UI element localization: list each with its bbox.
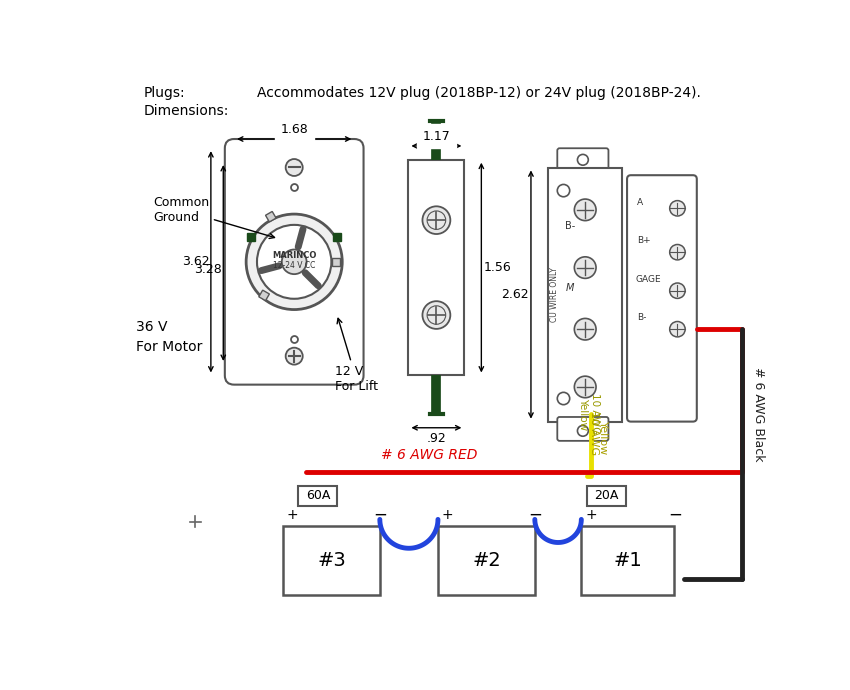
Text: +: +: [585, 509, 597, 522]
Text: # 6 AWG Black: # 6 AWG Black: [751, 366, 765, 461]
Bar: [581, 526, 674, 595]
Text: Common
Ground: Common Ground: [153, 196, 275, 239]
Text: Accommodates 12V plug (2018BP-12) or 24V plug (2018BP-24).: Accommodates 12V plug (2018BP-12) or 24V…: [258, 86, 701, 99]
Bar: [409, 160, 464, 375]
Text: #1: #1: [614, 551, 643, 570]
Text: 10 AWG
Yellow: 10 AWG Yellow: [578, 393, 600, 435]
Circle shape: [246, 214, 343, 310]
Bar: [258, 290, 269, 301]
Text: −: −: [529, 505, 542, 524]
Text: MARINCO: MARINCO: [272, 251, 316, 260]
Text: CU WIRE ONLY: CU WIRE ONLY: [550, 267, 558, 322]
Bar: [283, 526, 380, 595]
Text: 1.56: 1.56: [484, 261, 512, 274]
Circle shape: [575, 257, 596, 278]
Circle shape: [575, 199, 596, 221]
Text: Plugs:: Plugs:: [144, 86, 185, 99]
Text: +: +: [442, 509, 453, 522]
Text: B+: B+: [638, 236, 651, 245]
Circle shape: [422, 301, 450, 329]
Text: B-: B-: [564, 221, 575, 231]
Bar: [548, 168, 621, 422]
Text: 1.17: 1.17: [422, 130, 450, 143]
FancyBboxPatch shape: [558, 417, 609, 441]
Text: 36 V
For Motor: 36 V For Motor: [136, 320, 202, 354]
Circle shape: [286, 159, 303, 176]
Text: Yellow: Yellow: [598, 422, 609, 455]
Bar: [332, 258, 340, 266]
Text: 2.62: 2.62: [501, 288, 529, 301]
FancyBboxPatch shape: [558, 148, 609, 172]
Circle shape: [575, 318, 596, 340]
Circle shape: [422, 206, 450, 234]
Text: +: +: [286, 509, 298, 522]
Circle shape: [670, 283, 685, 298]
Circle shape: [670, 244, 685, 260]
Circle shape: [558, 393, 570, 404]
Bar: [298, 486, 337, 506]
Text: # 6 AWG RED: # 6 AWG RED: [382, 448, 478, 462]
Circle shape: [670, 322, 685, 337]
Circle shape: [577, 155, 588, 165]
Circle shape: [577, 426, 588, 436]
Bar: [586, 486, 626, 506]
Circle shape: [286, 348, 303, 364]
Circle shape: [575, 376, 596, 397]
Bar: [438, 526, 535, 595]
Text: 60A: 60A: [306, 489, 330, 502]
Text: −: −: [374, 505, 388, 524]
Text: 10 AWG: 10 AWG: [589, 411, 599, 455]
Text: Dimensions:: Dimensions:: [144, 104, 229, 118]
Bar: [265, 211, 276, 222]
Text: 12-24 V CC: 12-24 V CC: [273, 262, 315, 270]
Text: 20A: 20A: [594, 489, 618, 502]
Circle shape: [670, 201, 685, 216]
Text: −: −: [668, 505, 682, 524]
Circle shape: [558, 184, 570, 197]
Text: B-: B-: [638, 313, 647, 322]
FancyBboxPatch shape: [224, 139, 364, 384]
Text: 3.62: 3.62: [182, 255, 209, 268]
Circle shape: [257, 225, 332, 299]
Text: 1.68: 1.68: [280, 123, 308, 136]
Circle shape: [282, 250, 307, 274]
Text: A: A: [638, 197, 643, 206]
Text: #3: #3: [317, 551, 346, 570]
FancyBboxPatch shape: [627, 175, 697, 422]
Text: 12 V
For Lift: 12 V For Lift: [335, 318, 378, 393]
Text: 3.28: 3.28: [194, 263, 222, 276]
Text: .92: .92: [427, 432, 446, 444]
Text: M: M: [565, 283, 574, 293]
Text: #2: #2: [472, 551, 501, 570]
Text: GAGE: GAGE: [636, 275, 661, 284]
